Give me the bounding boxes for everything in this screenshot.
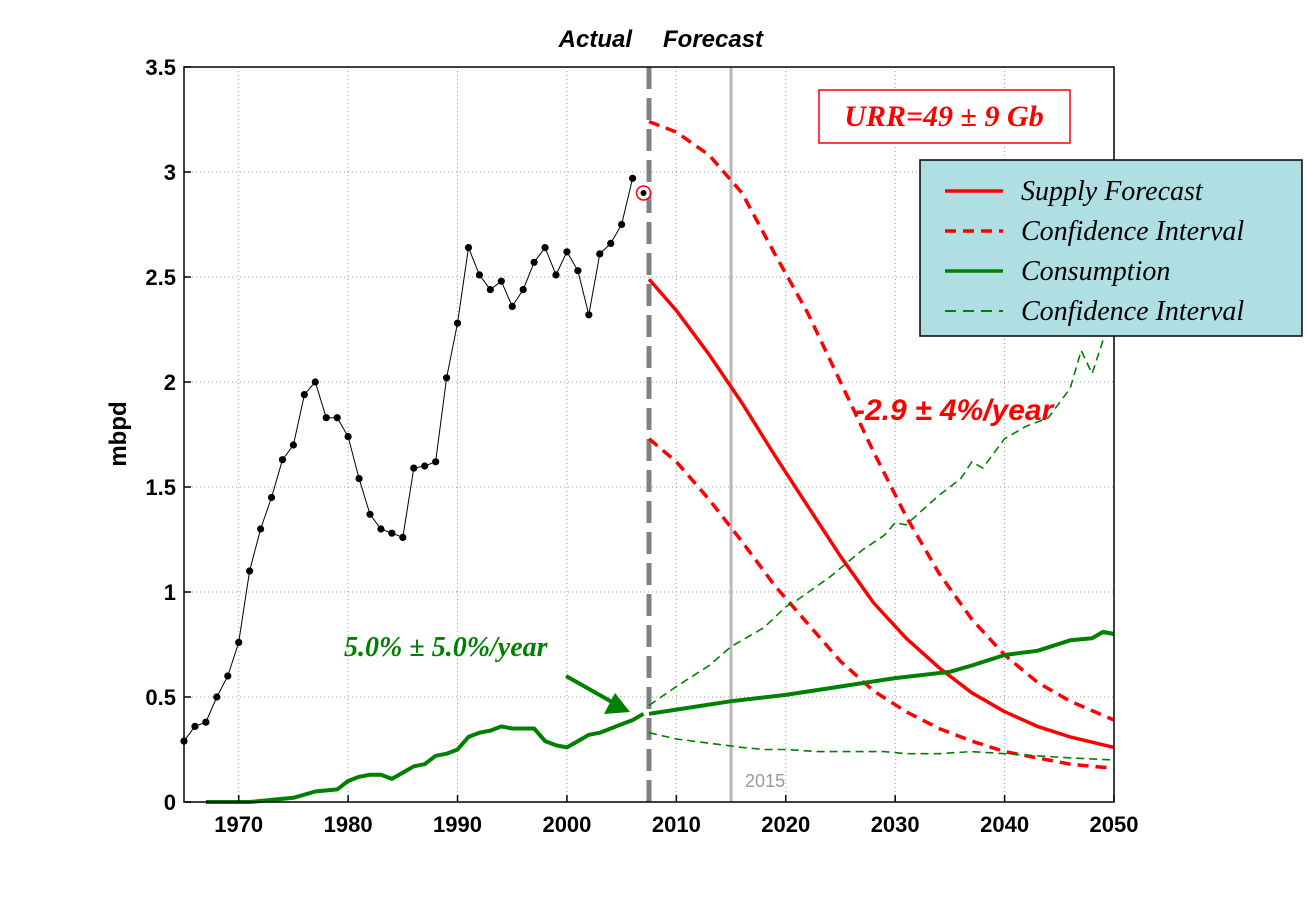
production-point [388,529,396,537]
production-point [464,244,473,252]
x-tick-label: 2010 [652,812,701,837]
production-point [300,391,308,399]
x-tick-label: 1990 [433,812,482,837]
production-point [311,378,319,386]
x-tick-label: 2020 [761,812,810,837]
x-tick-label: 2000 [542,812,591,837]
production-point [202,718,210,726]
plot-area [180,67,1115,804]
consumption-arrow-head [604,693,630,714]
y-tick-label: 2.5 [145,265,176,290]
production-point [563,248,571,256]
production-point [585,311,593,319]
production-point [552,271,560,279]
y-tick-label: 3.5 [145,55,176,80]
production-point [475,271,484,279]
y-tick-label: 0 [164,790,176,815]
urr-box [818,89,1071,144]
series-line-consumption-actual [205,712,645,804]
series-line-supply-lower [647,437,1115,771]
production-point [235,638,243,647]
legend-label-supply-forecast: Supply Forecast [1021,176,1204,207]
x-tick-label: 2050 [1090,812,1139,837]
production-point [322,414,330,422]
production-point [355,475,363,483]
legend-label-supply-confidence: Confidence Interval [1021,216,1244,247]
production-point [399,533,407,542]
urr-label: URR=49 ± 9 Gb [844,100,1043,133]
production-point [519,286,527,294]
legend-label-consumption-confidence: Confidence Interval [1021,296,1244,327]
y-tick-label: 2 [164,370,176,395]
production-point [508,302,516,310]
legend-label-consumption: Consumption [1021,256,1170,287]
production-point [333,414,341,422]
production-point [366,510,374,518]
series-line-consumption-lower [648,731,1115,761]
y-tick-label: 1 [164,580,176,605]
production-point [289,441,298,449]
production-point [256,525,265,533]
supply-rate-label: -2.9 ± 4%/year [855,394,1056,427]
production-point [628,174,637,182]
production-point [596,250,604,258]
production-point [278,456,287,464]
ticks: 1970 1980 1990 2000 2010 2020 2030 2040 2050 0 0.5… [145,55,1138,837]
consumption-arrow-line [565,674,613,704]
series-line-consumption-forecast [648,629,1115,716]
series-line-production [183,178,634,742]
production-point [213,693,221,701]
production-point [497,277,505,285]
series-line-supply-forecast [647,277,1115,750]
production-point [530,258,538,266]
production-point [246,567,254,575]
x-tick-label: 1970 [214,812,263,837]
y-tick-label: 0.5 [145,685,176,710]
production-point [377,525,385,533]
x-tick-label: 2040 [980,812,1029,837]
production-point [618,220,626,229]
production-point [607,239,615,247]
production-2007-point [640,190,647,196]
y-axis-label: mbpd [105,401,132,466]
production-point [267,493,276,502]
production-point [344,433,352,441]
plot-frame [183,66,1115,803]
y-tick-label: 3 [164,160,176,185]
production-point [224,672,232,680]
actual-label: Actual [558,26,634,53]
production-point [432,458,440,466]
production-point [191,722,199,731]
x-tick-label: 2030 [871,812,920,837]
consumption-rate-label: 5.0% ± 5.0%/year [344,632,549,663]
production-point [486,286,494,294]
forecast-label: Forecast [663,26,764,53]
production-point [453,319,462,327]
legend: Supply Forecast Confidence Interval Cons… [919,159,1303,337]
production-point [442,374,451,382]
production-point [410,464,418,472]
x-tick-label: 1980 [324,812,373,837]
production-point [541,244,549,252]
production-point [574,267,582,275]
production-point [421,462,429,470]
marker-year-label: 2015 [745,771,785,791]
y-tick-label: 1.5 [145,475,176,500]
